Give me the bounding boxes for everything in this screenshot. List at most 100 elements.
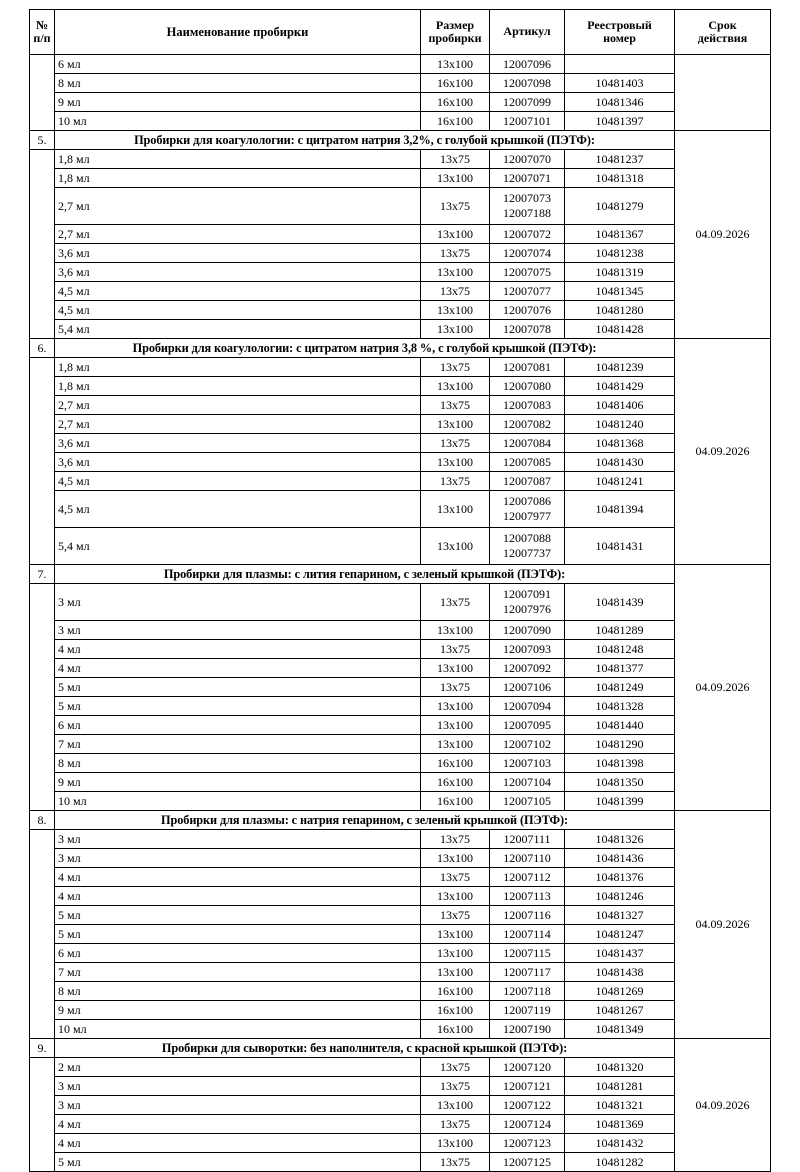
cell-article: 12007120	[489, 1057, 565, 1077]
cell-tube-size: 13x75	[420, 905, 490, 925]
cell-tube-size: 13x100	[420, 527, 490, 565]
cell-validity-term: 04.09.2026	[674, 130, 771, 339]
cell-tube-name: 5 мл	[54, 677, 421, 697]
cell-tube-name: 10 мл	[54, 1019, 421, 1039]
table-row: 4 мл 13x75 12007112 10481376	[30, 867, 771, 887]
cell-article: 12007105	[489, 791, 565, 811]
cell-registry-number: 10481430	[564, 452, 675, 472]
cell-tube-name: 4 мл	[54, 639, 421, 659]
table-row: 3 мл 13x75 12007121 10481281	[30, 1076, 771, 1096]
cell-registry-number	[564, 54, 675, 74]
cell-registry-number: 10481350	[564, 772, 675, 792]
cell-article: 12007074	[489, 243, 565, 263]
table-row: 2,7 мл 13x100 12007072 10481367	[30, 224, 771, 244]
cell-article: 12007190	[489, 1019, 565, 1039]
cell-tube-size: 13x100	[420, 414, 490, 434]
cell-article: 12007112	[489, 867, 565, 887]
table-row: 5 мл 13x100 12007094 10481328	[30, 696, 771, 716]
cell-tube-name: 5 мл	[54, 1152, 421, 1172]
cell-validity-term: 04.09.2026	[674, 1038, 771, 1172]
cell-registry-number: 10481326	[564, 829, 675, 849]
cell-article: 12007070	[489, 149, 565, 169]
table-row: 4 мл 13x100 12007092 10481377	[30, 658, 771, 678]
cell-article: 12007106	[489, 677, 565, 697]
cell-tube-name: 3 мл	[54, 848, 421, 868]
column-header-name: Наименование пробирки	[54, 9, 421, 55]
table-row: 10 мл 16x100 12007190 10481349	[30, 1019, 771, 1039]
table-row: 1,8 мл 13x75 12007081 10481239	[29, 357, 771, 565]
cell-tube-size: 13x75	[420, 677, 490, 697]
cell-article: 12007123	[489, 1133, 565, 1153]
cell-article: 12007086 12007977	[489, 490, 565, 528]
document-page: № п/п Наименование пробирки Размер проби…	[29, 9, 771, 1172]
article-value: 12007977	[503, 509, 551, 523]
cell-tube-name: 2,7 мл	[54, 395, 421, 415]
cell-article: 12007091 12007976	[489, 583, 565, 621]
cell-registry-number: 10481437	[564, 943, 675, 963]
cell-registry-number: 10481289	[564, 620, 675, 640]
cell-tube-size: 16x100	[420, 753, 490, 773]
cell-article: 12007098	[489, 73, 565, 93]
cell-section-number: 5.	[29, 130, 55, 150]
cell-registry-number: 10481320	[564, 1057, 675, 1077]
cell-section-number	[29, 583, 55, 811]
cell-tube-size: 13x75	[420, 281, 490, 301]
table-row: 9 мл 16x100 12007099 10481346	[30, 92, 771, 112]
article-value: 12007976	[503, 602, 551, 616]
cell-article: 12007071	[489, 168, 565, 188]
table-row: 5,4 мл 13x100 12007088 12007737 10481431	[30, 527, 771, 565]
cell-tube-size: 16x100	[420, 981, 490, 1001]
cell-tube-size: 13x75	[420, 187, 490, 225]
cell-registry-number: 10481398	[564, 753, 675, 773]
cell-article: 12007104	[489, 772, 565, 792]
cell-tube-size: 16x100	[420, 791, 490, 811]
cell-tube-name: 7 мл	[54, 962, 421, 982]
cell-tube-size: 13x100	[420, 168, 490, 188]
table-row: 4 мл 13x100 12007123 10481432	[30, 1133, 771, 1153]
cell-tube-name: 3,6 мл	[54, 452, 421, 472]
cell-registry-number: 10481439	[564, 583, 675, 621]
cell-validity-term: 04.09.2026	[674, 564, 771, 811]
section-title-row: 7. Пробирки для плазмы: с лития гепарином…	[29, 564, 771, 811]
cell-registry-number: 10481432	[564, 1133, 675, 1153]
cell-registry-number: 10481406	[564, 395, 675, 415]
cell-registry-number: 10481267	[564, 1000, 675, 1020]
cell-registry-number: 10481281	[564, 1076, 675, 1096]
cell-tube-size: 13x100	[420, 376, 490, 396]
table-row: 5 мл 13x100 12007114 10481247	[30, 924, 771, 944]
table-row: 10 мл 16x100 12007101 10481397	[30, 111, 771, 131]
cell-tube-size: 13x75	[420, 1076, 490, 1096]
cell-section-number: 7.	[29, 564, 55, 584]
cell-tube-name: 4,5 мл	[54, 281, 421, 301]
cell-article: 12007102	[489, 734, 565, 754]
cell-section-number	[29, 149, 55, 339]
cell-registry-number: 10481349	[564, 1019, 675, 1039]
table-body: 6 мл 13x100 12007096 8 мл 16x100 12007098 1048…	[29, 54, 771, 1172]
table-row: 3,6 мл 13x100 12007075 10481319	[30, 262, 771, 282]
cell-article: 12007113	[489, 886, 565, 906]
cell-tube-size: 13x100	[420, 262, 490, 282]
cell-tube-size: 13x75	[420, 829, 490, 849]
article-value: 12007091	[503, 587, 551, 601]
cell-article: 12007101	[489, 111, 565, 131]
table-row: 2,7 мл 13x100 12007082 10481240	[30, 414, 771, 434]
cell-tube-size: 13x75	[420, 639, 490, 659]
cell-tube-size: 13x75	[420, 357, 490, 377]
cell-tube-size: 13x100	[420, 696, 490, 716]
cell-article: 12007080	[489, 376, 565, 396]
cell-article: 12007090	[489, 620, 565, 640]
cell-tube-size: 13x100	[420, 658, 490, 678]
cell-tube-name: 7 мл	[54, 734, 421, 754]
cell-section-number: 8.	[29, 810, 55, 830]
table-row: 4,5 мл 13x100 12007086 12007977 10481394	[30, 490, 771, 528]
cell-tube-name: 2,7 мл	[54, 187, 421, 225]
cell-tube-size: 16x100	[420, 111, 490, 131]
article-value: 12007088	[503, 531, 551, 545]
cell-registry-number: 10481394	[564, 490, 675, 528]
section-title: Пробирки для коагулологии: с цитратом на…	[54, 338, 675, 358]
cell-tube-size: 13x75	[420, 395, 490, 415]
table-row: 2,7 мл 13x75 12007083 10481406	[30, 395, 771, 415]
section-title: Пробирки для плазмы: с натрия гепарином,…	[54, 810, 675, 830]
cell-article: 12007083	[489, 395, 565, 415]
cell-tube-name: 2,7 мл	[54, 224, 421, 244]
